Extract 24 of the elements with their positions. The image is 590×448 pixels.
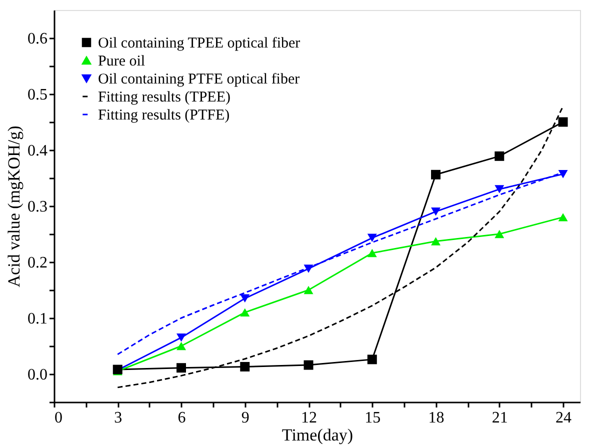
x-tick-label: 15	[364, 410, 381, 426]
point	[431, 170, 441, 180]
y-axis-title: Acid value (mgKOH/g)	[4, 126, 24, 288]
y-tick-label: 0.1	[28, 310, 48, 328]
x-tick-label: 12	[301, 410, 318, 426]
legend-label: Fitting results (TPEE)	[98, 90, 230, 106]
y-tick-label: 0.6	[28, 30, 48, 48]
y-tick-label: 0.4	[28, 142, 48, 160]
x-tick-label: 21	[492, 410, 508, 426]
legend-label: Oil containing TPEE optical fiber	[98, 36, 300, 52]
x-tick-label: 3	[114, 410, 122, 426]
y-tick-label: 0.0	[28, 366, 48, 384]
y-tick-label: 0.2	[28, 254, 48, 272]
x-axis-title: Time(day)	[282, 426, 354, 444]
legend-label: Pure oil	[98, 54, 146, 70]
legend-label: Oil containing PTFE optical fiber	[98, 72, 300, 88]
x-tick-label: 0	[54, 410, 62, 426]
x-tick-label: 24	[556, 410, 572, 426]
x-tick-label: 9	[241, 410, 250, 426]
y-tick-label: 0.3	[28, 198, 48, 216]
legend-label: Fitting results (PTFE)	[98, 108, 230, 124]
x-tick-label: 18	[428, 410, 444, 426]
x-tick-label: 6	[178, 410, 186, 426]
y-tick-label: 0.5	[28, 86, 48, 104]
